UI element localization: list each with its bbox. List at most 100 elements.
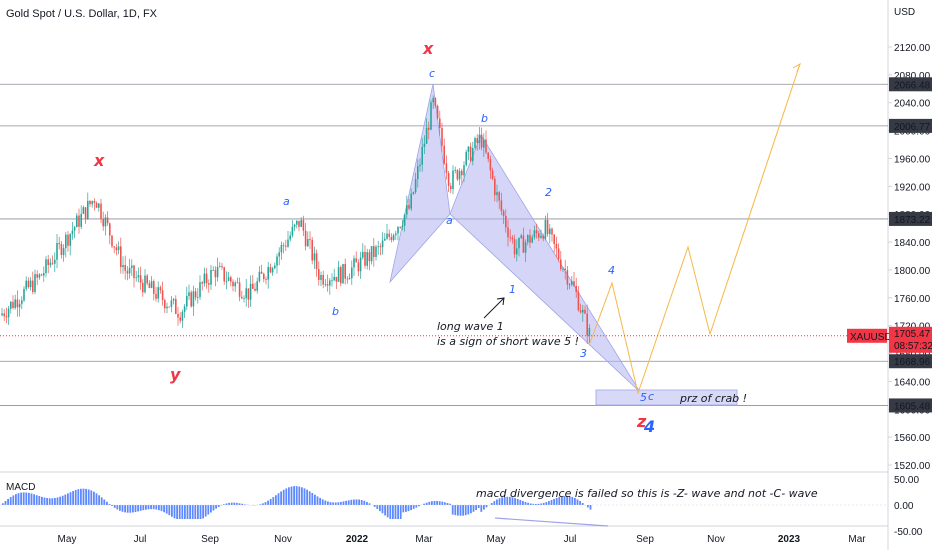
note-long-wave-line2: is a sign of short wave 5 ! <box>437 335 579 348</box>
macd-bar <box>579 501 581 505</box>
level-tag-label: 1873.22 <box>894 215 931 226</box>
candle-body <box>584 309 586 314</box>
candle-body <box>183 306 186 312</box>
current-price-tag[interactable]: XAUUSD 1705.47 08:57:32 <box>847 326 932 353</box>
candle-body <box>421 146 423 165</box>
macd-bar <box>77 489 80 505</box>
candle-body <box>313 253 316 261</box>
candle-body <box>62 248 65 256</box>
macd-label: MACD <box>6 482 35 493</box>
candle-body <box>80 213 82 227</box>
candle-body <box>304 230 307 247</box>
macd-bar <box>28 492 30 505</box>
candle-body <box>331 280 333 282</box>
macd-bar <box>119 505 121 511</box>
candle-body <box>582 309 584 313</box>
macd-bar <box>108 503 111 505</box>
macd-bar <box>571 496 574 505</box>
current-countdown: 08:57:32 <box>894 341 932 352</box>
candle-body <box>117 246 120 251</box>
candle-body <box>417 166 419 180</box>
macd-bar <box>537 503 540 505</box>
candle-body <box>27 280 30 288</box>
candle-body <box>21 300 23 304</box>
macd-bar <box>90 490 93 505</box>
macd-bar <box>2 503 4 505</box>
candle-body <box>232 281 234 287</box>
macd-bar <box>418 505 420 507</box>
candle-body <box>326 284 329 286</box>
current-price: 1705.47 <box>894 329 931 340</box>
macd-bar <box>334 502 337 505</box>
horizontal-levels[interactable]: 2066.48 2006.77 1873.22 1668.96 1605.48 <box>0 77 932 413</box>
macd-bar <box>147 505 150 510</box>
candle-body <box>483 139 485 148</box>
macd-bar <box>353 499 355 505</box>
candle-body <box>527 235 529 243</box>
wave-projection-path[interactable] <box>589 63 801 395</box>
macd-bar <box>236 502 238 505</box>
candle-body <box>10 301 12 309</box>
crab-triangle-xab[interactable] <box>389 83 451 284</box>
candle-body <box>137 275 140 278</box>
candle-body <box>571 281 573 285</box>
candle-body <box>458 170 461 180</box>
candle-body <box>320 274 322 280</box>
candle-body <box>476 138 478 143</box>
candle-body <box>60 244 63 256</box>
macd-bar <box>532 503 535 505</box>
macd-bar <box>269 498 272 505</box>
candle-body <box>575 285 577 292</box>
candle-body <box>190 292 192 307</box>
candle-body <box>89 200 91 205</box>
candle-body <box>258 271 261 282</box>
candle-body <box>566 270 569 285</box>
macd-bar <box>321 499 324 505</box>
candle-body <box>205 273 208 284</box>
candle-body <box>436 105 439 119</box>
candle-body <box>302 220 305 231</box>
candle-body <box>282 245 285 246</box>
wave-label-y: y <box>170 365 181 384</box>
macd-bar <box>587 505 589 508</box>
macd-bar <box>106 501 108 505</box>
macd-bar <box>152 505 155 510</box>
candle-body <box>315 253 318 270</box>
wave-label-a1: a <box>283 195 290 208</box>
candle-body <box>342 263 344 284</box>
candle-body <box>45 259 47 274</box>
candle-body <box>337 267 340 282</box>
candle-body <box>212 269 214 271</box>
macd-bar <box>548 501 550 505</box>
candle-body <box>392 235 395 241</box>
macd-bar <box>402 505 405 513</box>
macd-divergence-line[interactable] <box>494 517 609 527</box>
candle-body <box>403 214 406 226</box>
price-tick-label: 1800.00 <box>894 266 931 277</box>
macd-bar <box>566 495 568 505</box>
candle-body <box>164 300 166 309</box>
macd-bar <box>15 494 17 505</box>
time-axis-label: 2022 <box>346 534 369 545</box>
candle-body <box>106 217 109 224</box>
time-axis[interactable]: May Jul Sep Nov 2022 Mar May Jul Sep Nov 2023 Mar <box>58 534 867 545</box>
level-tag <box>889 118 932 133</box>
candle-body <box>34 274 36 292</box>
candle-body <box>498 192 500 201</box>
wave-label-3: 3 <box>580 347 587 360</box>
candle-body <box>322 274 324 285</box>
time-axis-label: Sep <box>201 534 219 545</box>
macd-bar <box>561 496 563 505</box>
macd-bar <box>9 497 12 505</box>
macd-bar <box>186 505 189 519</box>
candle-body <box>359 257 362 272</box>
macd-bar <box>340 501 342 505</box>
macd-bar <box>93 491 95 505</box>
prz-box[interactable] <box>595 389 738 406</box>
candle-body <box>256 281 258 291</box>
macd-bar <box>100 497 103 505</box>
macd-bar <box>150 505 152 510</box>
price-tick-label: 1840.00 <box>894 238 931 249</box>
candle-body <box>47 259 49 266</box>
macd-bar <box>95 493 98 505</box>
